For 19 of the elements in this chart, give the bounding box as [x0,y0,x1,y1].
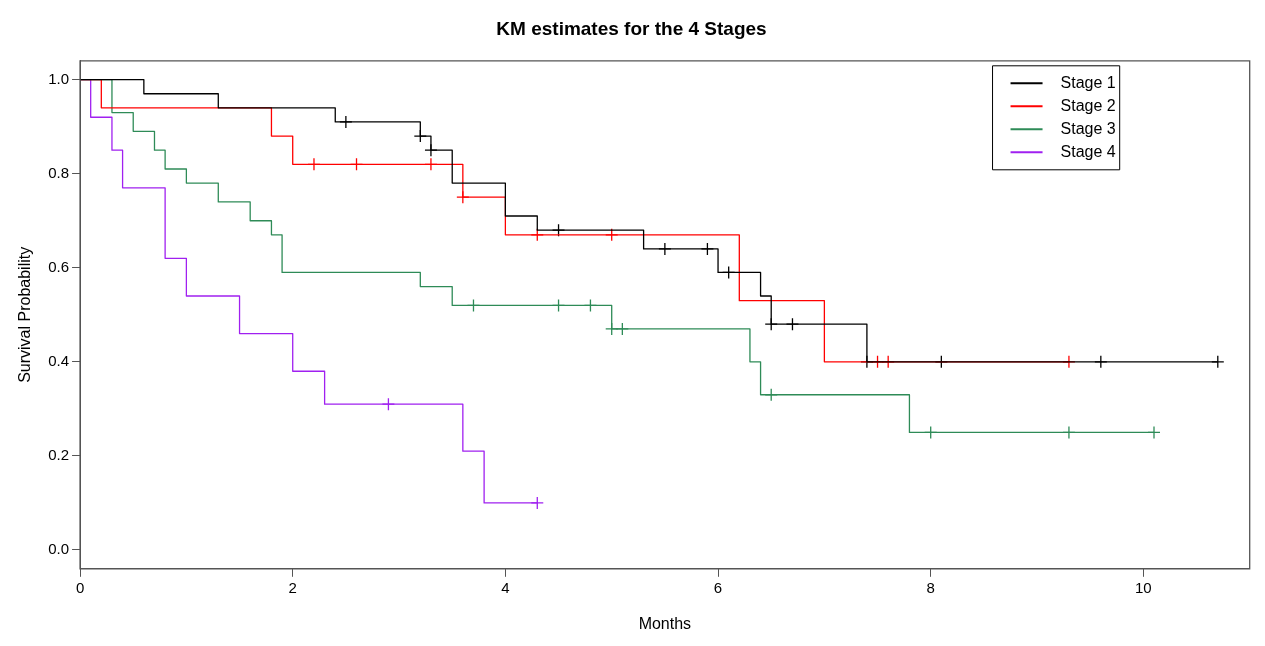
x-axis-title: Months [638,614,692,632]
y-tick-label: 0.8 [48,163,70,181]
x-tick-label: 2 [288,578,297,596]
x-tick-label: 4 [501,578,510,596]
y-tick-label: 0.6 [48,257,70,275]
y-tick-label: 0.2 [48,446,70,464]
chart-title: KM estimates for the 4 Stages [496,17,767,39]
legend-label: Stage 1 [1060,73,1116,91]
x-tick-label: 10 [1135,578,1152,596]
x-tick-label: 6 [713,578,723,596]
y-tick-label: 1.0 [48,69,70,87]
x-tick-label: 0 [75,578,85,596]
legend-label: Stage 4 [1060,142,1116,160]
legend-label: Stage 3 [1060,119,1116,137]
y-tick-label: 0.4 [48,351,70,369]
y-tick-label: 0.0 [48,540,70,558]
y-axis-title: Survival Probability [16,246,34,383]
x-tick-label: 8 [926,578,935,596]
legend-label: Stage 2 [1060,96,1116,114]
